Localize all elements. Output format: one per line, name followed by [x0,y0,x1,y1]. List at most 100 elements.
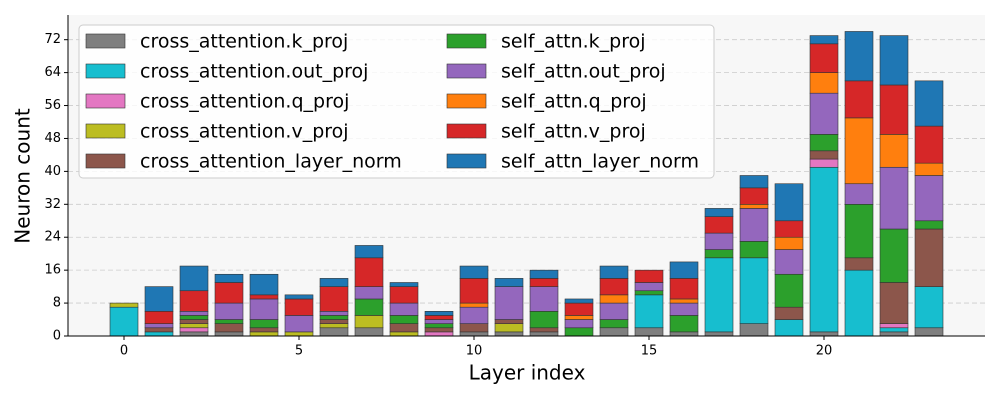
bar-segment [879,84,909,135]
bar-segment [739,208,769,242]
legend-swatch [446,123,487,139]
bar-segment [214,302,244,320]
bar-segment [914,286,944,329]
bar-segment [669,261,699,279]
bar-segment [564,319,594,329]
bar-segment [459,278,489,304]
bar-segment [144,327,174,333]
bar-segment [389,282,419,287]
bar-segment [144,311,174,324]
bar-segment [284,315,314,333]
bar-segment [704,216,734,234]
bar-segment [739,257,769,324]
y-tick-label: 64 [44,65,61,80]
x-axis-label: Layer index [469,361,586,385]
bar-segment [809,134,839,152]
bar-segment [634,294,664,329]
bar-segment [529,286,559,312]
bar-segment [599,265,629,279]
bar-segment [634,290,664,296]
bar-segment [914,228,944,287]
bar-segment [494,286,524,320]
x-tick-label: 0 [120,344,128,359]
bar-segment [109,302,139,308]
bar-segment [669,298,699,304]
bar-segment [809,43,839,73]
bar-segment [214,331,244,337]
bar-segment [599,278,629,296]
bar-segment [529,311,559,329]
bar-segment [354,315,384,329]
bar-segment [879,35,909,86]
bar-segment [809,92,839,135]
bar-segment [809,158,839,168]
bar-segment [459,265,489,279]
bar-segment [459,331,489,337]
bar-segment [704,208,734,217]
y-tick-label: 16 [44,263,61,278]
bar-segment [144,323,174,329]
bar-segment [844,269,874,337]
bar-segment [284,294,314,300]
bar-segment [809,72,839,94]
bar-segment [494,323,524,333]
bar-segment [564,298,594,304]
y-tick-label: 24 [44,230,61,245]
bar-segment [214,273,244,283]
legend-label: self_attn.v_proj [501,121,646,143]
bar-segment [844,204,874,259]
bar-segment [389,286,419,304]
bar-segment [704,249,734,259]
bar-segment [389,331,419,337]
bar-segment [879,282,909,324]
bar-segment [914,80,944,127]
bar-segment [284,331,314,337]
legend-label: cross_attention_layer_norm [140,151,402,173]
bar-segment [599,319,629,329]
bar-segment [914,175,944,222]
legend-swatch [446,93,487,109]
bar-segment [214,319,244,324]
bar-segment [564,302,594,316]
bar-segment [844,117,874,185]
x-tick-label: 20 [816,344,833,359]
bar-segment [844,257,874,271]
y-tick-label: 40 [44,164,61,179]
bar-segment [354,257,384,287]
y-tick-label: 72 [44,32,61,47]
bar-segment [214,282,244,304]
bar-segment [249,331,279,337]
bar-segment [669,278,699,300]
bar-segment [739,175,769,189]
bar-segment [634,269,664,283]
bar-segment [809,150,839,160]
bar-segment [424,315,454,320]
bar-segment [144,286,174,312]
bar-segment [704,257,734,333]
bar-segment [179,315,209,320]
bar-segment [424,331,454,337]
bar-segment [424,319,454,324]
y-tick-label: 0 [53,329,61,344]
bar-segment [879,228,909,283]
bar-segment [739,204,769,209]
bar-segment [879,323,909,329]
bar-segment [529,331,559,337]
bar-segment [249,319,279,329]
bar-segment [599,294,629,304]
bar-segment [424,311,454,316]
bar-segment [424,323,454,329]
bar-segment [809,166,839,333]
bar-segment [179,290,209,312]
legend-swatch [446,153,487,169]
bar-segment [319,323,349,329]
legend-label: self_attn.k_proj [501,31,646,53]
bar-segment [669,315,699,333]
bar-segment [424,327,454,333]
y-axis-label: Neuron count [11,108,35,244]
bar-segment [144,331,174,337]
y-tick-label: 32 [44,197,61,212]
legend-label: cross_attention.v_proj [140,121,349,143]
legend-box [78,24,715,179]
